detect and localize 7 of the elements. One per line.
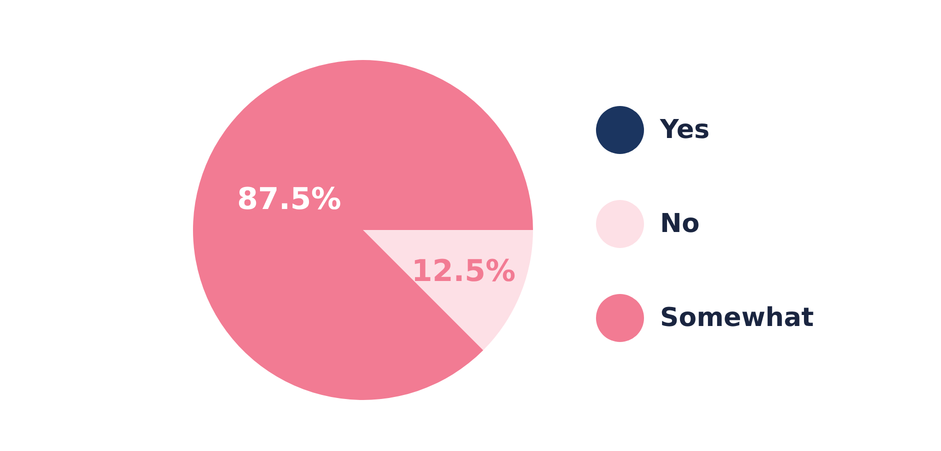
legend-label: Somewhat <box>660 303 814 333</box>
legend-label: Yes <box>659 115 710 145</box>
pie-slice <box>363 230 533 350</box>
data-label: 87.5% <box>237 182 342 217</box>
pie-slice <box>193 60 533 400</box>
legend-label: No <box>660 209 700 239</box>
data-label: 12.5% <box>411 254 516 290</box>
